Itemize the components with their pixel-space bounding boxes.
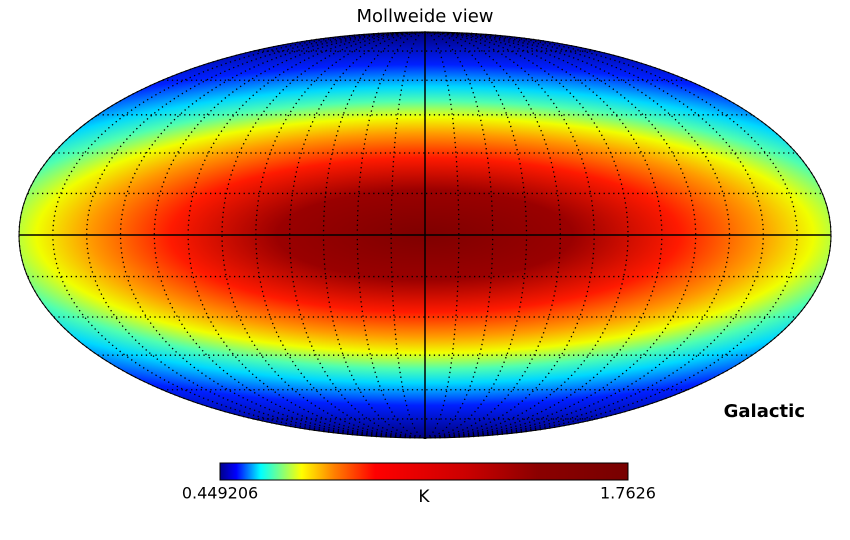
meridian — [86, 31, 426, 439]
meridian — [424, 31, 832, 439]
meridian — [119, 31, 426, 439]
meridian — [424, 31, 561, 439]
meridian — [390, 31, 426, 439]
meridian — [424, 31, 460, 439]
coord-label: Galactic — [724, 401, 805, 422]
chart-title: Mollweide view — [356, 6, 493, 27]
meridian — [424, 31, 731, 439]
colorbar-tick-label: 1.7626 — [600, 484, 656, 503]
meridian — [221, 31, 426, 439]
colorbar-unit: K — [418, 487, 430, 507]
colorbar-tick-label: 0.449206 — [182, 484, 258, 503]
meridian — [18, 31, 426, 439]
colorbar — [219, 462, 629, 481]
meridian — [424, 31, 629, 439]
meridian — [289, 31, 426, 439]
meridian — [424, 31, 764, 439]
